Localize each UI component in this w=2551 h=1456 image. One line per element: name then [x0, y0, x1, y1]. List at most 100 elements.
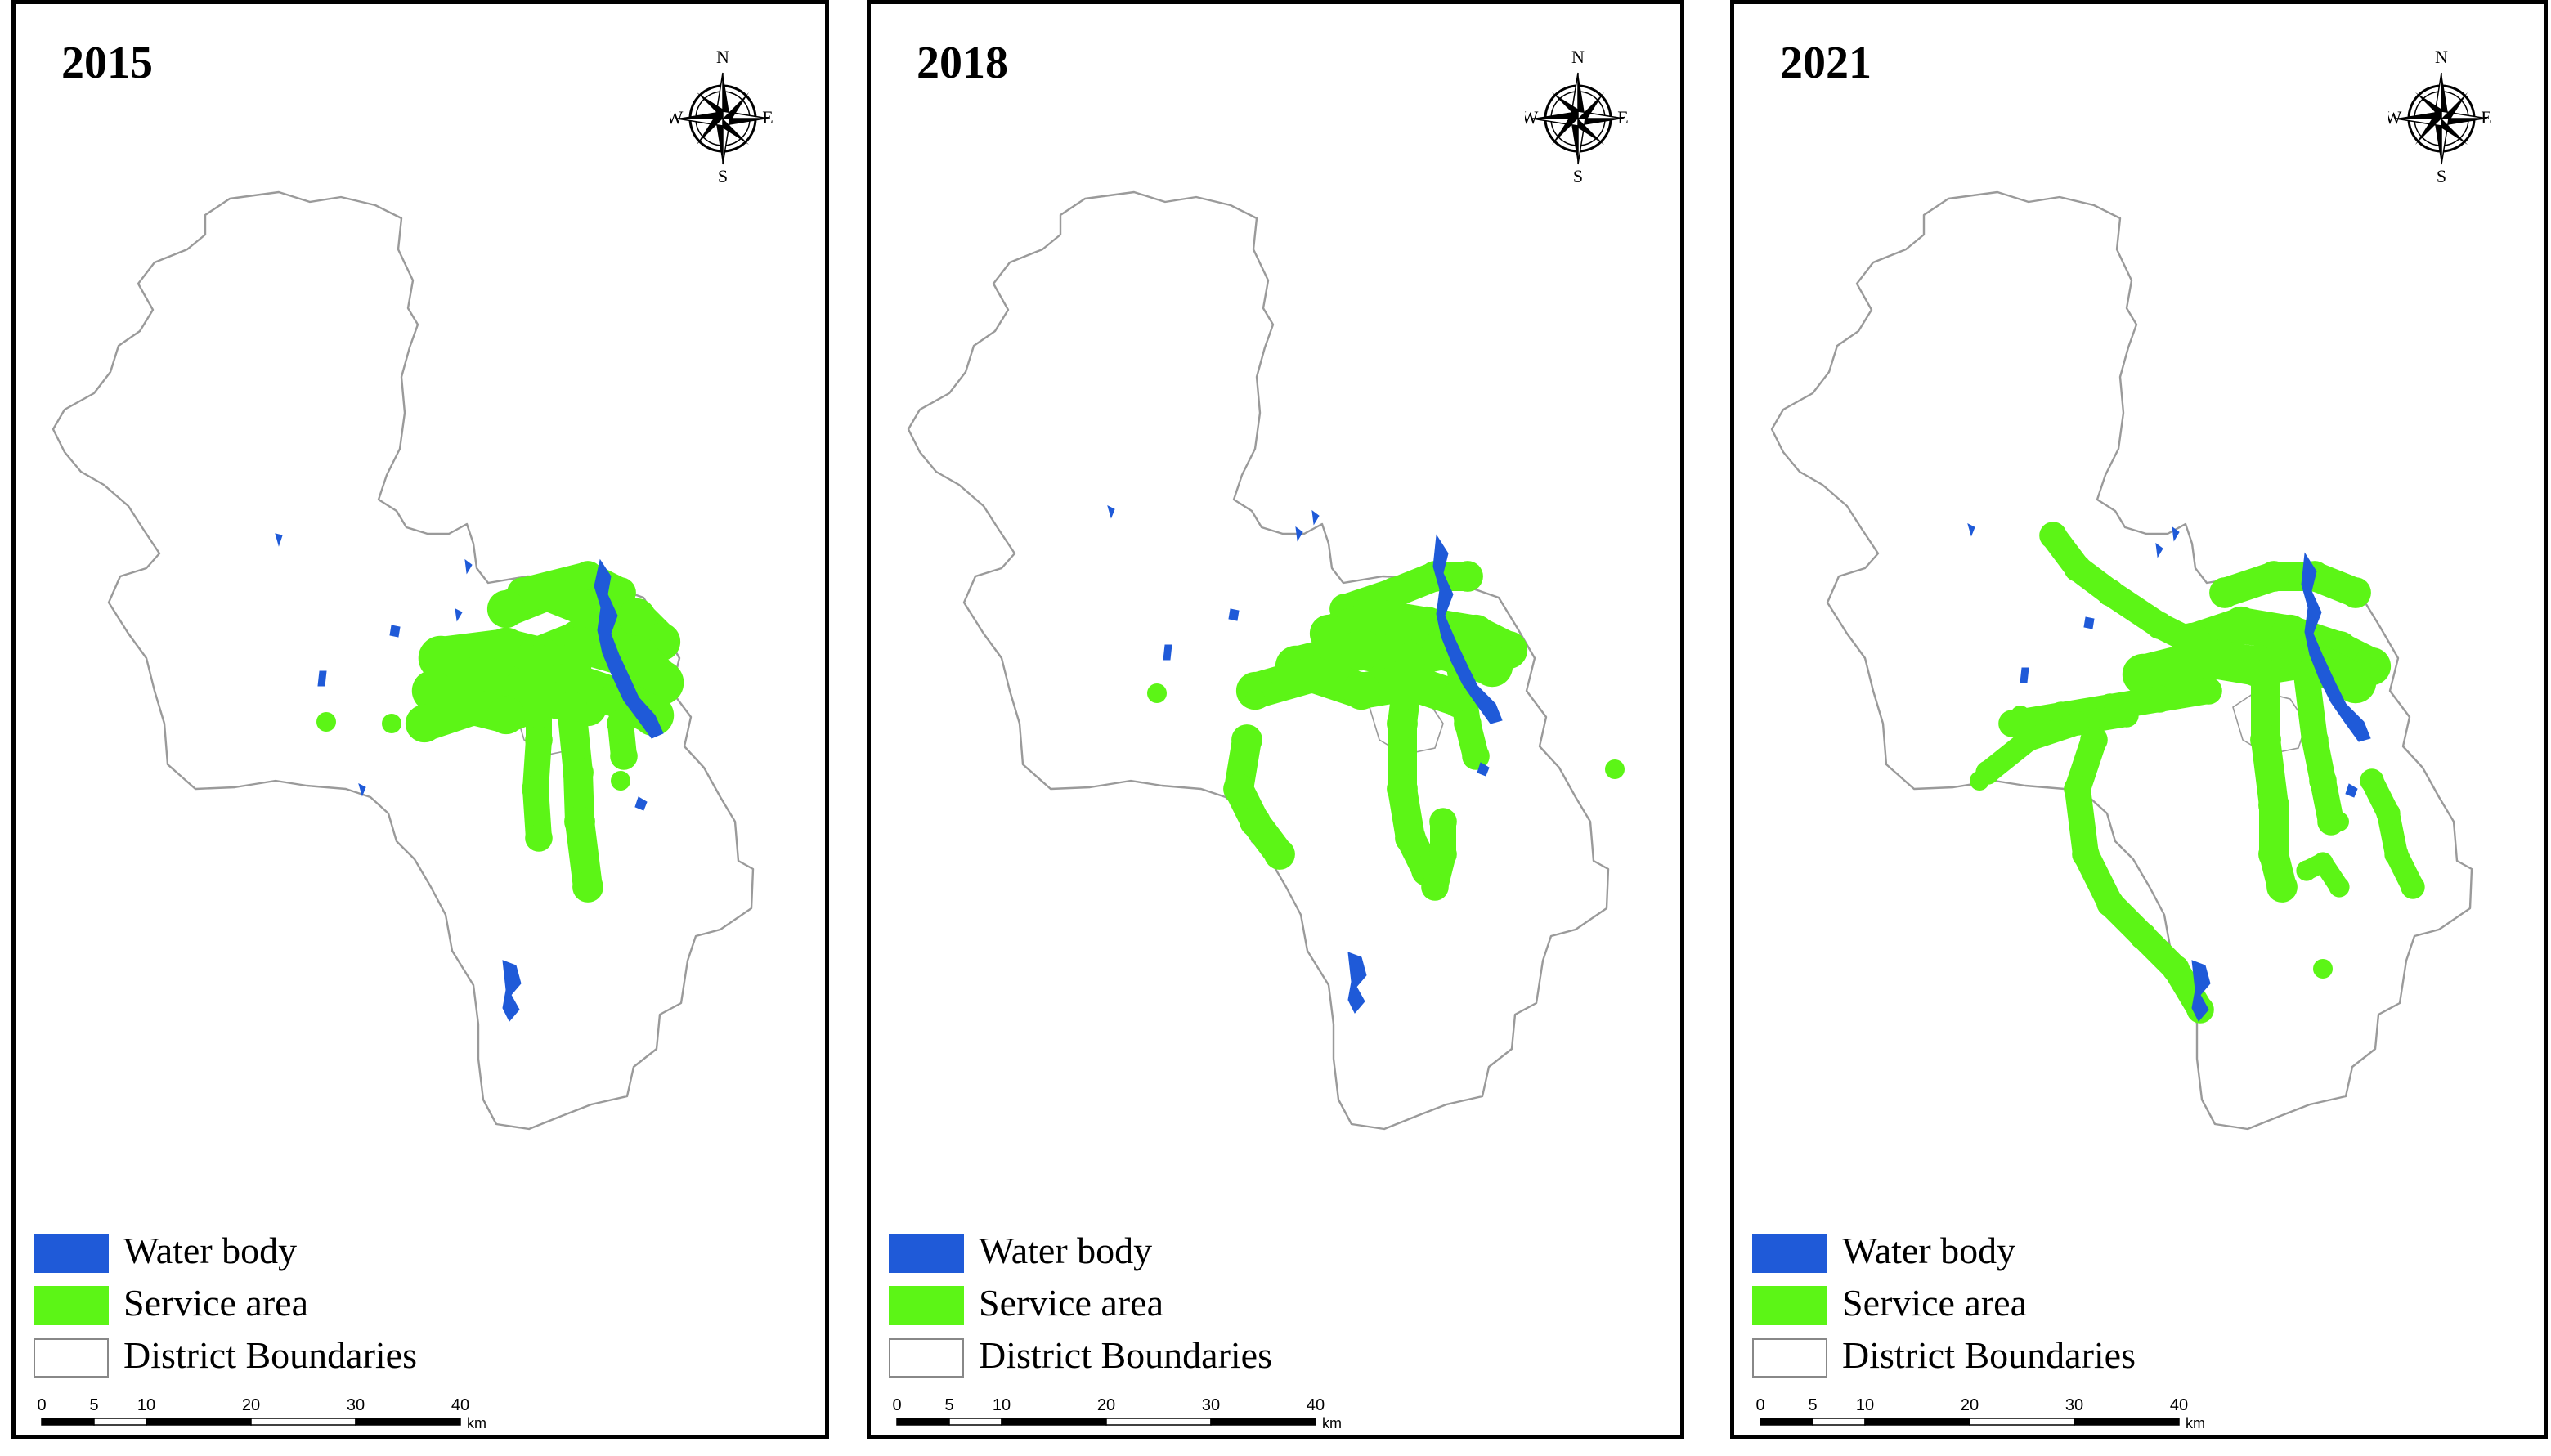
- service-area-buffer: [2258, 561, 2289, 592]
- service-area-layer: [1147, 561, 1625, 901]
- service-area-corridor: [1224, 725, 1294, 869]
- service-area-corridor: [2210, 562, 2370, 607]
- service-area-buffer: [1223, 773, 1254, 804]
- compass-point: [1552, 119, 1578, 145]
- scale-bar-segment: [355, 1418, 461, 1426]
- service-area-buffer: [2221, 606, 2261, 645]
- water-body: [389, 625, 401, 638]
- service-area-buffer: [1462, 742, 1490, 770]
- service-area-buffer: [1340, 629, 1383, 671]
- service-area-buffer: [2145, 612, 2173, 639]
- service-area-buffer: [2129, 922, 2157, 950]
- water-body: [634, 796, 648, 811]
- compass-point: [2415, 119, 2441, 145]
- service-area-corridor: [1976, 704, 2138, 784]
- compass-point: [1578, 92, 1604, 119]
- compass-label-w: W: [2388, 107, 2402, 128]
- compass-point: [1578, 73, 1585, 119]
- legend-label-service-area: Service area: [123, 1282, 309, 1324]
- compass-label-n: N: [716, 47, 729, 67]
- service-area-point: [1605, 759, 1625, 779]
- service-area-buffer: [2250, 659, 2281, 690]
- service-area-buffer: [1240, 806, 1271, 837]
- service-area-buffer: [2122, 653, 2164, 696]
- service-area-buffer: [486, 589, 526, 629]
- compass-point: [2415, 92, 2441, 119]
- service-area-buffer: [1429, 840, 1457, 868]
- service-area-buffer: [2039, 522, 2067, 549]
- service-area-buffer: [617, 598, 657, 637]
- water-body: [2155, 542, 2163, 558]
- water-body: [275, 533, 283, 547]
- service-area-buffer: [2096, 579, 2124, 607]
- compass-label-n: N: [1571, 47, 1585, 67]
- compass-point: [1578, 119, 1604, 145]
- scale-bar-tick-label: 0: [37, 1396, 46, 1414]
- service-area-corridor: [2360, 769, 2424, 898]
- compass-point: [723, 92, 749, 119]
- service-area-corridor: [522, 645, 552, 851]
- service-area-buffer: [2145, 685, 2173, 713]
- service-area-buffer: [2266, 871, 2298, 903]
- service-area-buffer: [2064, 554, 2091, 582]
- scale-bar-tick-label: 40: [451, 1396, 469, 1414]
- district-boundaries-swatch: [889, 1338, 964, 1378]
- service-area-buffer: [2258, 839, 2289, 870]
- compass-point: [1532, 111, 1578, 119]
- service-area-buffer: [486, 696, 526, 735]
- service-area-buffer: [2340, 577, 2371, 608]
- service-area-point: [611, 771, 630, 791]
- scale-bar-tick-label: 5: [944, 1396, 953, 1414]
- service-area-buffer: [572, 871, 603, 903]
- compass-label-s: S: [1573, 166, 1583, 184]
- service-area-buffer: [610, 742, 638, 770]
- service-area-buffer: [1387, 773, 1418, 804]
- scale-bar-segment: [1812, 1418, 1866, 1426]
- compass-point: [1552, 92, 1578, 119]
- service-area-buffer: [1358, 598, 1397, 637]
- service-area-swatch: [34, 1286, 109, 1325]
- water-body: [358, 783, 366, 797]
- legend-label-district-boundaries: District Boundaries: [123, 1334, 417, 1376]
- scale-bar-tick-label: 10: [137, 1396, 155, 1414]
- scale-bar-unit: km: [467, 1415, 486, 1431]
- service-area-buffer: [2209, 577, 2240, 608]
- scale-bar-tick-label: 20: [1097, 1396, 1115, 1414]
- compass-point: [677, 111, 723, 119]
- compass-point: [2441, 119, 2487, 126]
- service-area-buffer: [1293, 655, 1332, 694]
- compass-point: [1571, 119, 1578, 164]
- district-boundaries-swatch: [1752, 1338, 1827, 1378]
- compass-label-w: W: [670, 107, 684, 128]
- north-arrow-compass-icon: N S E W: [1525, 47, 1629, 184]
- service-area-buffer: [525, 644, 553, 672]
- water-body: [2301, 552, 2371, 742]
- district-boundary-outline: [1770, 190, 2473, 1131]
- compass-point: [723, 119, 749, 145]
- water-body: [1295, 526, 1303, 542]
- scale-bar-tick-label: 40: [2170, 1396, 2188, 1414]
- service-area-point: [316, 712, 336, 732]
- service-area-buffer: [2114, 703, 2139, 728]
- water-body: [2083, 616, 2095, 629]
- service-area-buffer: [2312, 852, 2334, 873]
- compass-label-e: E: [762, 107, 773, 128]
- compass-point: [2434, 119, 2441, 164]
- scale-bar-segment: [1969, 1418, 2075, 1426]
- service-area-buffer: [1231, 724, 1262, 755]
- water-body: [1311, 509, 1320, 526]
- map-panel-2018: 2018 N S E W Water body Service area Distri…: [867, 0, 1684, 1439]
- legend-label-water-body: Water body: [123, 1230, 298, 1271]
- service-area-buffer: [564, 626, 595, 657]
- service-area-point: [2313, 959, 2333, 979]
- service-area-buffer: [525, 726, 553, 754]
- water-body: [1347, 952, 1367, 1014]
- scale-bar-segment: [1105, 1418, 1212, 1426]
- scale-bar-segment: [146, 1418, 252, 1426]
- service-area-buffer: [2258, 790, 2289, 821]
- service-area-point: [2011, 706, 2030, 725]
- service-area-buffer: [2064, 775, 2091, 803]
- scale-bar-tick-label: 0: [892, 1396, 901, 1414]
